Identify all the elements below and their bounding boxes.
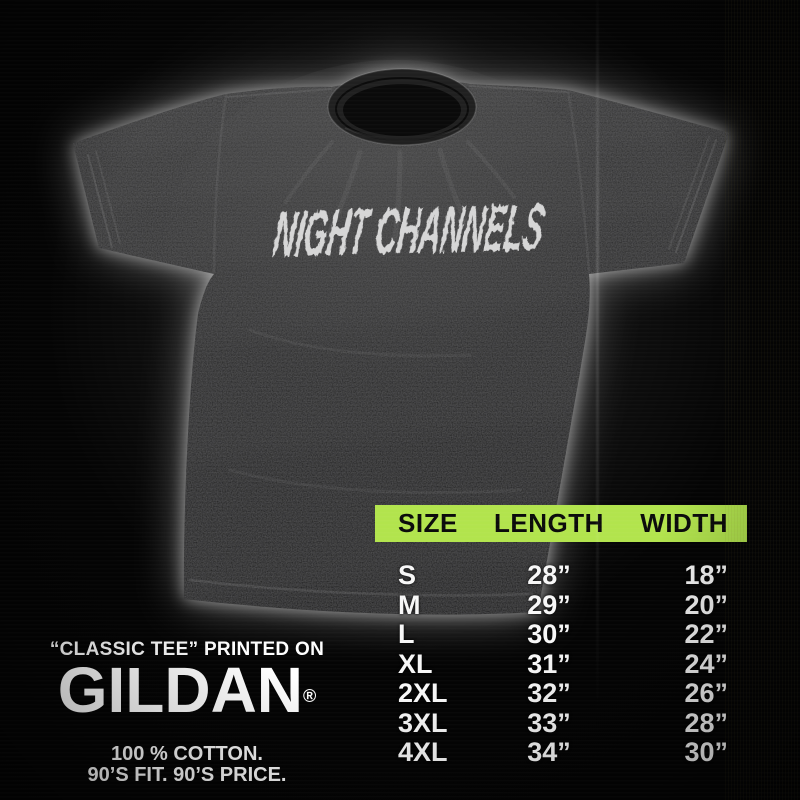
size-chart-row: 4XL 34” 30” [375, 737, 747, 767]
length-cell: 34” [527, 737, 571, 767]
size-chart-header: SIZE LENGTH WIDTH [375, 505, 747, 542]
size-cell: 4XL [398, 737, 448, 767]
size-cell: XL [398, 648, 433, 679]
registered-mark: ® [303, 686, 317, 707]
width-cell: 26” [684, 678, 728, 708]
shirt-print-text: NIGHT CHANNELS [269, 191, 548, 271]
size-chart-row: S 28” 18” [375, 560, 747, 590]
size-cell: 2XL [398, 678, 448, 708]
size-chart-row: M 29” 20” [375, 590, 747, 620]
length-cell: 33” [527, 707, 571, 738]
size-chart: SIZE LENGTH WIDTH S 28” 18” M 29” 20” L … [375, 505, 747, 767]
length-cell: 31” [527, 648, 571, 679]
size-chart-row: 3XL 33” 28” [375, 708, 747, 738]
fit-price-text: 90’S FIT. 90’S PRICE. [87, 764, 287, 786]
width-cell: 24” [684, 648, 728, 679]
length-cell: 28” [527, 560, 571, 590]
size-chart-header-length: LENGTH [494, 508, 604, 538]
size-chart-header-size: SIZE [398, 508, 458, 538]
width-cell: 28” [684, 707, 728, 738]
printed-on-text: “CLASSIC TEE” PRINTED ON [49, 639, 325, 660]
shirt-wrinkles [228, 140, 522, 494]
size-cell: 3XL [398, 707, 448, 738]
shirt-highlight [165, 60, 625, 440]
brand-block: “CLASSIC TEE” PRINTED ON GILDAN® 100 % C… [27, 640, 347, 786]
gildan-wordmark: GILDAN [57, 654, 304, 726]
size-cell: M [398, 589, 421, 620]
length-cell: 30” [527, 619, 571, 649]
size-chart-row: L 30” 22” [375, 619, 747, 649]
size-chart-header-width: WIDTH [640, 508, 728, 538]
width-cell: 18” [684, 560, 728, 590]
size-chart-row: 2XL 32” 26” [375, 678, 747, 708]
width-cell: 20” [684, 589, 728, 620]
length-cell: 29” [527, 589, 571, 620]
shirt-seams [87, 85, 717, 597]
gildan-logo: GILDAN® [27, 658, 347, 734]
size-chart-row: XL 31” 24” [375, 649, 747, 679]
width-cell: 30” [684, 737, 728, 767]
width-cell: 22” [684, 619, 728, 649]
size-chart-rows: S 28” 18” M 29” 20” L 30” 22” XL 31” 24”… [375, 560, 747, 767]
size-cell: L [398, 619, 415, 649]
cotton-text: 100 % COTTON. [111, 743, 263, 765]
size-cell: S [398, 560, 417, 590]
tshirt-collar [327, 68, 477, 146]
length-cell: 32” [527, 678, 571, 708]
